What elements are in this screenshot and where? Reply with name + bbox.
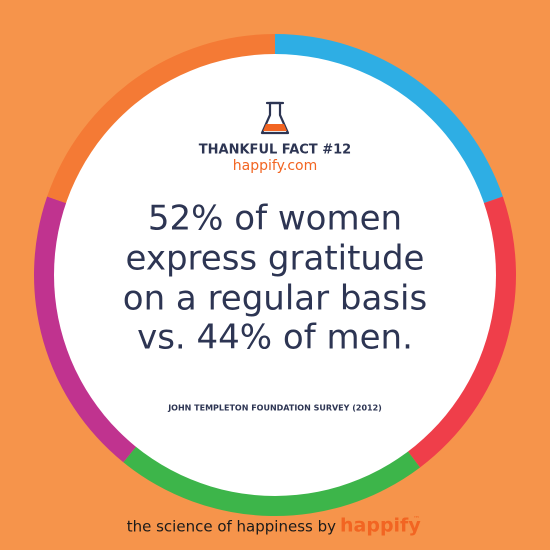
ring-segment	[275, 34, 503, 204]
fact-title: THANKFUL FACT #12	[199, 143, 351, 158]
site-url: happify.com	[233, 158, 317, 174]
ring-segment	[123, 445, 421, 517]
source: JOHN TEMPLETON FOUNDATION SURVEY (2012)	[167, 404, 382, 413]
brand-logo: happify	[340, 515, 421, 537]
fact-line: on a regular basis	[123, 279, 427, 319]
decorative-ring	[33, 34, 516, 517]
fact-line: 52% of women	[148, 199, 402, 239]
fact-line: express gratitude	[126, 239, 425, 279]
flask-icon	[260, 101, 290, 135]
fact-line: vs. 44% of men.	[137, 318, 413, 358]
tagline: the science of happiness by	[127, 518, 336, 536]
trademark: ™	[413, 515, 420, 523]
white-disc	[54, 54, 496, 496]
ring-segment	[406, 196, 516, 468]
ring-segment	[33, 196, 138, 463]
ring-segment	[47, 34, 276, 204]
